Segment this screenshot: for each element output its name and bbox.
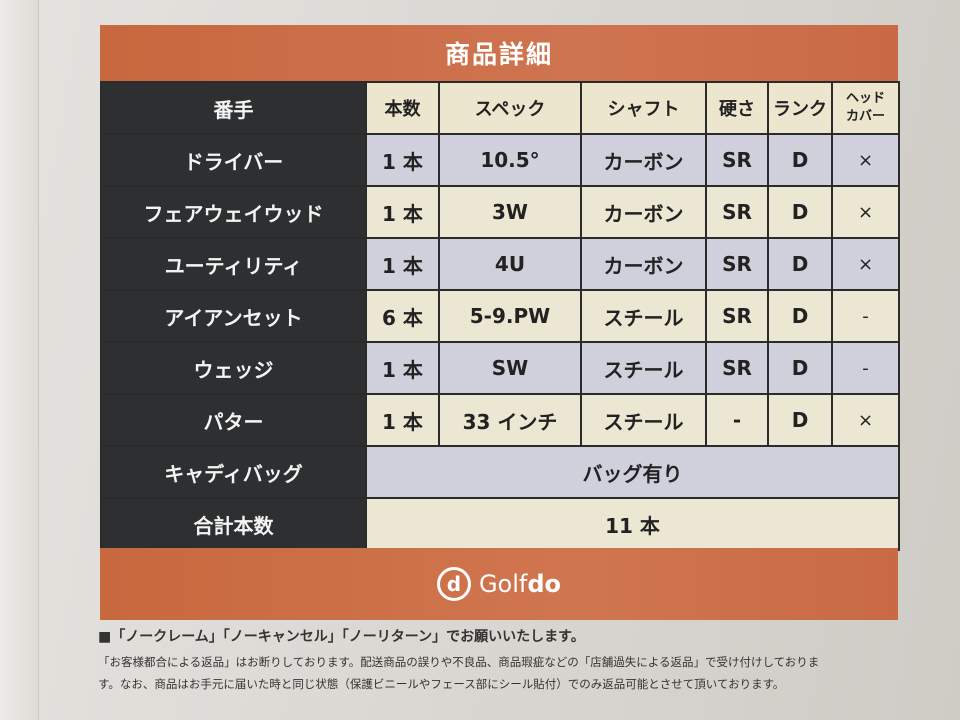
row-flex: SR [705,185,769,239]
product-detail-sheet: 商品詳細 番手 本数 スペック シャフト 硬さ ランク ヘッド カバー ドライバ… [100,25,900,620]
golfdo-logo-text: Golfdo [479,570,561,598]
row-rank: D [767,393,833,447]
notes-line-1: ■「ノークレーム」「ノーキャンセル」「ノーリターン」でお願いいたします。 [98,629,585,645]
row-shaft: スチール [580,393,707,447]
row-count: 1 本 [365,341,440,395]
col-header-spec: スペック [438,81,582,135]
row-shaft: スチール [580,341,707,395]
total-value: 11 本 [365,497,900,551]
col-header-flex: 硬さ [705,81,769,135]
headcover-line1: ヘッド [845,90,885,106]
col-header-headcover: ヘッド カバー [831,81,900,135]
row-spec: 4U [438,237,582,291]
row-count: 1 本 [365,393,440,447]
col-header-count: 本数 [365,81,440,135]
col-header-name: 番手 [100,81,367,135]
table-row: ウェッジ 1 本 SW スチール SR D - [100,341,900,395]
table-row: アイアンセット 6 本 5-9.PW スチール SR D - [100,289,900,343]
footer-logo-bar: d Golfdo [100,548,898,620]
golfdo-logo-icon: d [436,567,471,601]
row-name: ウェッジ [100,341,367,395]
col-header-rank: ランク [767,81,833,135]
row-spec: 10.5° [438,133,582,187]
logo-text-light: Golf [478,570,528,598]
row-headcover: × [831,237,900,291]
table-row: ドライバー 1 本 10.5° カーボン SR D × [100,133,900,187]
row-flex: - [705,393,769,447]
row-rank: D [767,133,833,187]
row-flex: SR [705,289,769,343]
logo-text-bold: do [527,570,562,598]
table-row: パター 1 本 33 インチ スチール - D × [100,393,900,447]
row-rank: D [767,289,833,343]
headcover-line2: カバー [845,109,885,124]
table-header-row: 番手 本数 スペック シャフト 硬さ ランク ヘッド カバー [100,81,900,135]
notes-line-2: 「お客様都合による返品」はお断りしております。配送商品の誤りや不良品、商品瑕疵な… [98,655,820,669]
caddie-bag-label: キャディバッグ [100,445,367,499]
row-spec: SW [438,341,582,395]
row-headcover: - [831,341,900,395]
row-flex: SR [705,133,769,187]
row-shaft: カーボン [580,133,707,187]
row-headcover: × [831,133,900,187]
row-shaft: スチール [580,289,707,343]
row-count: 1 本 [365,185,440,239]
total-label: 合計本数 [100,497,367,551]
row-count: 6 本 [365,289,440,343]
row-count: 1 本 [365,133,440,187]
row-spec: 3W [438,185,582,239]
row-flex: SR [705,237,769,291]
notes-line-3: す。なお、商品はお手元に届いた時と同じ状態（保護ビニールやフェース部にシール貼付… [98,677,785,691]
row-name: フェアウェイウッド [100,185,367,239]
row-shaft: カーボン [580,237,707,291]
row-flex: SR [705,341,769,395]
row-count: 1 本 [365,237,440,291]
caddie-bag-row: キャディバッグ バッグ有り [100,445,900,499]
header-title: 商品詳細 [100,25,898,81]
row-shaft: カーボン [580,185,707,239]
row-name: パター [100,393,367,447]
row-name: ドライバー [100,133,367,187]
row-rank: D [767,185,833,239]
row-name: アイアンセット [100,289,367,343]
row-spec: 5-9.PW [438,289,582,343]
golfdo-logo: d Golfdo [436,567,561,601]
notes: ■「ノークレーム」「ノーキャンセル」「ノーリターン」でお願いいたします。 「お客… [98,626,928,698]
row-headcover: - [831,289,900,343]
caddie-bag-value: バッグ有り [365,445,900,499]
row-headcover: × [831,393,900,447]
row-spec: 33 インチ [438,393,582,447]
row-headcover: × [831,185,900,239]
table-row: ユーティリティ 1 本 4U カーボン SR D × [100,237,900,291]
col-header-shaft: シャフト [580,81,707,135]
row-name: ユーティリティ [100,237,367,291]
paper-edge [0,0,39,720]
row-rank: D [767,341,833,395]
row-rank: D [767,237,833,291]
total-row: 合計本数 11 本 [100,497,900,551]
table-row: フェアウェイウッド 1 本 3W カーボン SR D × [100,185,900,239]
